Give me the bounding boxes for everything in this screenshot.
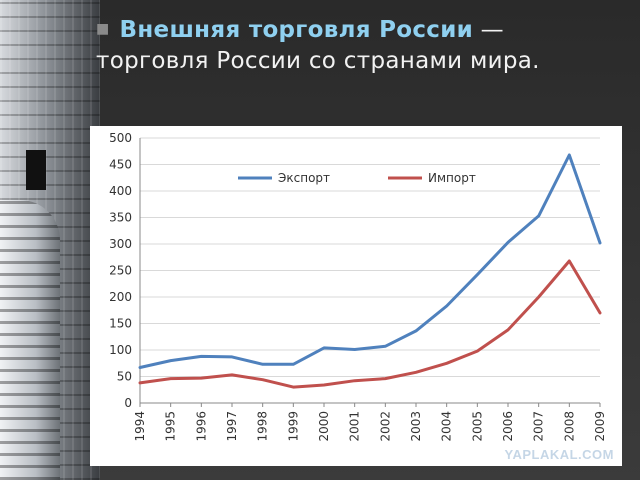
y-tick-label-500: 500: [109, 131, 132, 145]
x-tick-label-2009: 2009: [593, 411, 607, 442]
line-chart: 0 50 100 150 200 250 300 350 400 450 500 1994 1995 19…: [109, 131, 607, 442]
y-tick-label-450: 450: [109, 158, 132, 172]
x-tick-label-1996: 1996: [194, 411, 208, 442]
x-tick-label-2006: 2006: [501, 411, 515, 442]
y-tick-label-250: 250: [109, 264, 132, 278]
background-window: [26, 150, 46, 190]
y-tick-label-400: 400: [109, 184, 132, 198]
y-tick-label-50: 50: [117, 370, 132, 384]
x-tick-label-2008: 2008: [562, 411, 576, 442]
y-tick-label-200: 200: [109, 290, 132, 304]
watermark: YAPLAKAL.COM: [504, 447, 614, 462]
y-tick-label-350: 350: [109, 211, 132, 225]
x-tick-label-2000: 2000: [317, 411, 331, 442]
chart-area: 0 50 100 150 200 250 300 350 400 450 500 1994 1995 19…: [90, 126, 622, 466]
y-tick-label-0: 0: [124, 396, 132, 410]
y-tick-label-150: 150: [109, 317, 132, 331]
legend-label-export: Экспорт: [278, 171, 330, 185]
bullet-icon: ■: [96, 21, 110, 37]
x-tick-label-1997: 1997: [225, 411, 239, 442]
x-tick-label-1994: 1994: [133, 411, 147, 442]
x-tick-label-1995: 1995: [164, 411, 178, 442]
series-line-export: [138, 153, 602, 369]
x-tick-label-2003: 2003: [409, 411, 423, 442]
background-tower: [0, 200, 60, 480]
slide-title: ■ Внешняя торговля России — торговля Росс…: [96, 14, 616, 77]
x-tick-label-2002: 2002: [378, 411, 392, 442]
legend-label-import: Импорт: [428, 171, 476, 185]
y-tick-label-300: 300: [109, 237, 132, 251]
x-tick-label-2005: 2005: [470, 411, 484, 442]
slide-title-rest: — торговля России со странами мира.: [96, 17, 540, 74]
x-tick-label-2001: 2001: [348, 411, 362, 442]
x-tick-label-2007: 2007: [532, 411, 546, 442]
x-tick-label-2004: 2004: [440, 411, 454, 442]
y-tick-label-100: 100: [109, 343, 132, 357]
slide-title-accent: Внешняя торговля России: [119, 17, 474, 43]
series-line-import: [138, 259, 602, 389]
x-tick-label-1998: 1998: [256, 411, 270, 442]
x-tick-label-1999: 1999: [286, 411, 300, 442]
